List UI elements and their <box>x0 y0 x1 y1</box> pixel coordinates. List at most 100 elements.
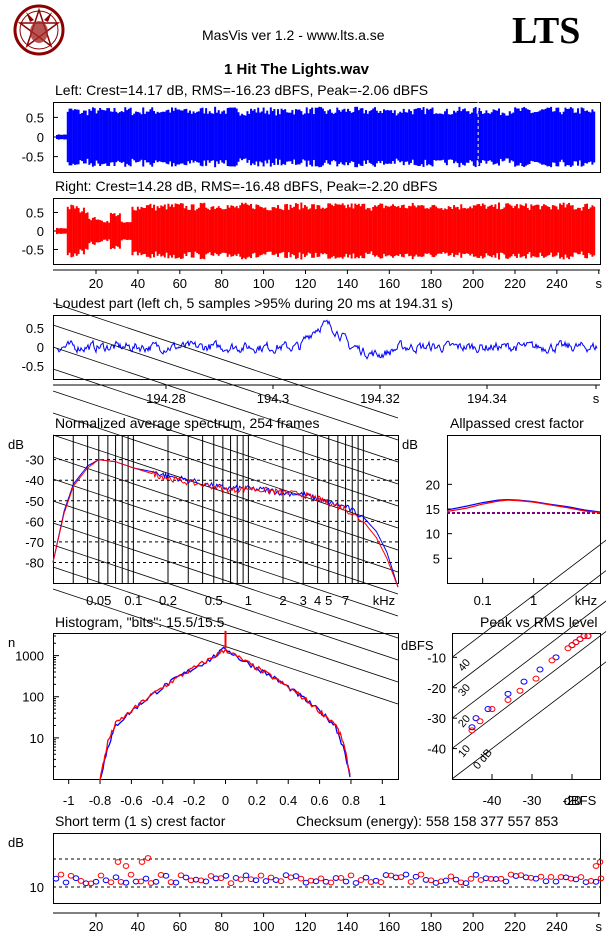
peak-rms-x-tick-label: -20 <box>563 793 582 808</box>
peak-rms-point-left <box>484 706 492 713</box>
loudest-series-line <box>56 319 598 360</box>
short-crest-point <box>462 880 470 887</box>
histogram-x-tick-label: -0.6 <box>120 793 142 808</box>
spectrum-slope-line <box>52 434 399 551</box>
short-crest-point <box>62 879 70 886</box>
short-crest-x-tick-label: 160 <box>378 919 400 934</box>
waveform-y-tick-label: -0.5 <box>22 150 44 165</box>
spectrum-y-tick-label: -60 <box>25 514 44 529</box>
spectrum-slope-line <box>52 566 399 683</box>
histogram-y-tick-label: 10 <box>30 731 44 746</box>
time-axis-tick-label: 180 <box>420 276 442 291</box>
loudest-x-tick-label: 194.32 <box>360 391 400 406</box>
short-crest-x-tick-label: s <box>596 919 603 934</box>
short-crest-point <box>592 878 600 885</box>
spectrum-slope-line <box>52 346 399 463</box>
crest-x-tick-label: 1 <box>530 593 537 608</box>
histogram-y-tick-label: 1000 <box>15 649 44 664</box>
short-crest-point <box>592 863 600 869</box>
short-crest-point <box>122 879 130 886</box>
spectrum-y-tick-label: -40 <box>25 473 44 488</box>
spectrum-slope-line <box>52 302 399 419</box>
short-crest-point <box>487 875 495 882</box>
peak-rms-point-left <box>536 666 544 673</box>
peak-rms-diagonal <box>451 630 606 749</box>
peak-rms-diagonal <box>451 539 606 658</box>
short-crest-point <box>72 875 80 882</box>
peak-rms-point-right <box>584 633 592 640</box>
checksum-text: Checksum (energy): 558 158 377 557 853 <box>296 813 559 829</box>
peak-rms-diagonal <box>451 570 606 689</box>
short-crest-point <box>427 877 435 884</box>
crest-y-tick-label: 20 <box>426 477 440 492</box>
histogram-x-tick-label: 0.6 <box>311 793 329 808</box>
peak-rms-x-tick-label: dBFS <box>564 793 597 808</box>
time-axis-tick-label: 240 <box>546 276 568 291</box>
waveform-y-tick-label: 0 <box>37 224 44 239</box>
short-crest-point <box>557 874 565 880</box>
short-crest-point <box>357 877 365 883</box>
spectrum-x-tick-label: 3 <box>300 593 307 608</box>
histogram-x-tick-label: -1 <box>63 793 75 808</box>
spectrum-series-right <box>52 459 399 588</box>
peak-rms-point-right <box>568 642 576 649</box>
allpassed-crest-title: Allpassed crest factor <box>450 415 584 431</box>
short-crest-point <box>242 872 250 879</box>
crest-y-label: dB <box>402 437 418 452</box>
short-crest-point <box>362 874 370 881</box>
waveform-y-tick-label: -0.5 <box>22 242 44 257</box>
peak-rms-point-left <box>468 724 476 731</box>
short-crest-point <box>257 872 265 879</box>
short-crest-point <box>182 874 190 881</box>
spectrum-slope-line <box>52 478 399 595</box>
spectrum-slope-line <box>52 412 399 529</box>
peak-rms-point-right <box>576 636 584 643</box>
short-crest-point <box>192 876 200 883</box>
short-crest-point <box>537 873 545 880</box>
short-crest-point <box>597 875 605 882</box>
spectrum-x-tick-label: 0.5 <box>205 593 223 608</box>
short-crest-y-tick-label: 10 <box>30 880 44 895</box>
short-crest-frame <box>53 833 601 904</box>
peak-rms-frame <box>452 633 601 780</box>
short-crest-point <box>222 872 230 879</box>
short-crest-x-tick-label: 200 <box>462 919 484 934</box>
loudest-y-tick-label: 0 <box>37 340 44 355</box>
peak-rms-diagonal-label: 40 <box>456 657 473 674</box>
short-crest-point <box>417 871 425 878</box>
peak-rms-point-right <box>516 687 524 694</box>
histogram-series-left <box>99 646 351 779</box>
peak-rms-point-right <box>548 657 556 664</box>
short-crest-point <box>67 872 75 879</box>
peak-rms-y-tick-label: -30 <box>427 711 446 726</box>
short-crest-point <box>327 879 335 886</box>
short-crest-point <box>207 873 215 879</box>
histogram-x-tick-label: -0.4 <box>152 793 174 808</box>
short-crest-point <box>377 879 385 886</box>
time-axis-tick-label: 60 <box>173 276 187 291</box>
histogram-x-tick-label: 0.2 <box>248 793 266 808</box>
short-crest-point <box>52 875 60 882</box>
short-crest-x-tick-label: 120 <box>295 919 317 934</box>
short-crest-x-tick-label: 180 <box>420 919 442 934</box>
peak-rms-x-tick-label: -30 <box>523 793 542 808</box>
crest-y-tick-label: 15 <box>426 502 440 517</box>
crest-y-tick-label: 10 <box>426 527 440 542</box>
peak-rms-diagonal-label: 30 <box>456 682 473 699</box>
histogram-x-tick-label: 0.4 <box>279 793 297 808</box>
short-crest-point <box>262 878 270 884</box>
short-crest-point <box>482 875 490 882</box>
peak-rms-diagonal-label: 20 <box>456 713 473 730</box>
short-crest-point <box>337 875 345 881</box>
short-crest-point <box>497 875 505 882</box>
spectrum-slope-line <box>52 390 399 507</box>
peak-rms-point-right <box>488 706 496 713</box>
short-crest-point <box>352 880 360 886</box>
short-crest-point <box>392 874 400 881</box>
spectrum-x-tick-label: 4 <box>314 593 321 608</box>
short-crest-point <box>137 878 145 885</box>
short-crest-point <box>122 863 130 869</box>
spectrum-x-tick-label: 1 <box>245 593 252 608</box>
crest-y-tick-label: 5 <box>433 551 440 566</box>
histogram-x-tick-label: 0.8 <box>342 793 360 808</box>
